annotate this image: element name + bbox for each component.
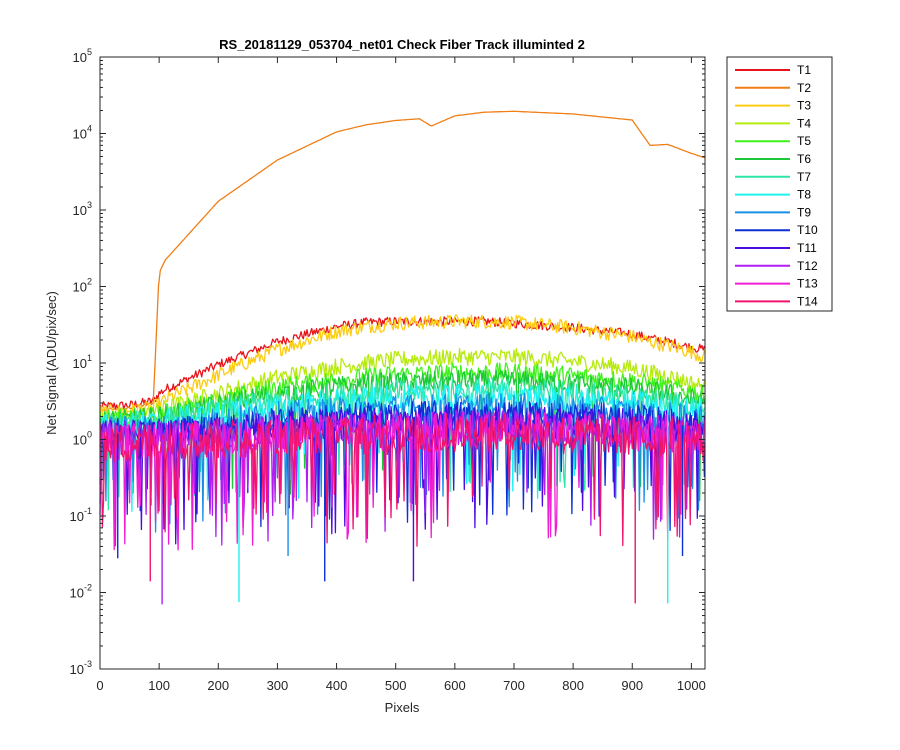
x-axis: 0 100 200 300 400 500 600 700 800 900 1000 (96, 57, 706, 693)
series-line-t14 (99, 411, 706, 547)
legend-entry-t11: T11 (797, 241, 817, 255)
x-tick-label: 400 (326, 678, 348, 693)
legend-entry-t5: T5 (797, 134, 811, 148)
y-axis: 10-3 10-2 10-1 100 101 102 103 104 105 (70, 47, 705, 677)
x-tick-label: 100 (148, 678, 170, 693)
legend-box (726, 56, 833, 312)
y-tick-label: 103 (73, 200, 92, 218)
y-tick-label: 100 (73, 430, 92, 448)
y-tick-label: 104 (73, 124, 92, 142)
legend-entry-t8: T8 (797, 188, 811, 202)
legend-entry-t14: T14 (797, 294, 818, 308)
y-axis-label: Net Signal (ADU/pix/sec) (44, 291, 59, 435)
legend: T1 T2 T3 T4 T5 T6 T7 T8 T9 T10 T11 T12 T13 T14 (726, 56, 833, 312)
legend-entry-t13: T13 (797, 277, 818, 291)
x-tick-label: 0 (96, 678, 103, 693)
y-tick-label: 10-1 (70, 506, 92, 524)
legend-entry-t10: T10 (797, 223, 818, 237)
x-tick-label: 900 (621, 678, 643, 693)
legend-entry-t4: T4 (797, 116, 811, 130)
x-tick-label: 500 (385, 678, 407, 693)
series-line-t7 (99, 377, 706, 511)
x-tick-label: 200 (207, 678, 229, 693)
y-tick-label: 101 (73, 353, 92, 371)
x-axis-label: Pixels (385, 700, 420, 715)
x-tick-label: 700 (503, 678, 525, 693)
y-tick-label: 105 (73, 47, 92, 65)
y-tick-label: 102 (73, 277, 92, 295)
y-tick-label: 10-3 (70, 659, 92, 677)
legend-entry-t9: T9 (797, 205, 811, 219)
series-line-t2 (99, 110, 706, 413)
series-line-t3 (99, 314, 706, 419)
legend-entry-t12: T12 (797, 259, 818, 273)
x-tick-label: 800 (562, 678, 584, 693)
y-tick-label: 10-2 (70, 583, 92, 601)
x-tick-label: 1000 (677, 678, 706, 693)
chart-title: RS_20181129_053704_net01 Check Fiber Tra… (219, 37, 585, 52)
legend-entry-t3: T3 (797, 99, 811, 113)
legend-entry-t6: T6 (797, 152, 811, 166)
legend-entry-t1: T1 (797, 63, 811, 77)
legend-entry-t7: T7 (797, 170, 811, 184)
legend-entry-t2: T2 (797, 81, 811, 95)
x-tick-label: 600 (444, 678, 466, 693)
x-tick-label: 300 (267, 678, 289, 693)
series-layer (99, 110, 706, 605)
